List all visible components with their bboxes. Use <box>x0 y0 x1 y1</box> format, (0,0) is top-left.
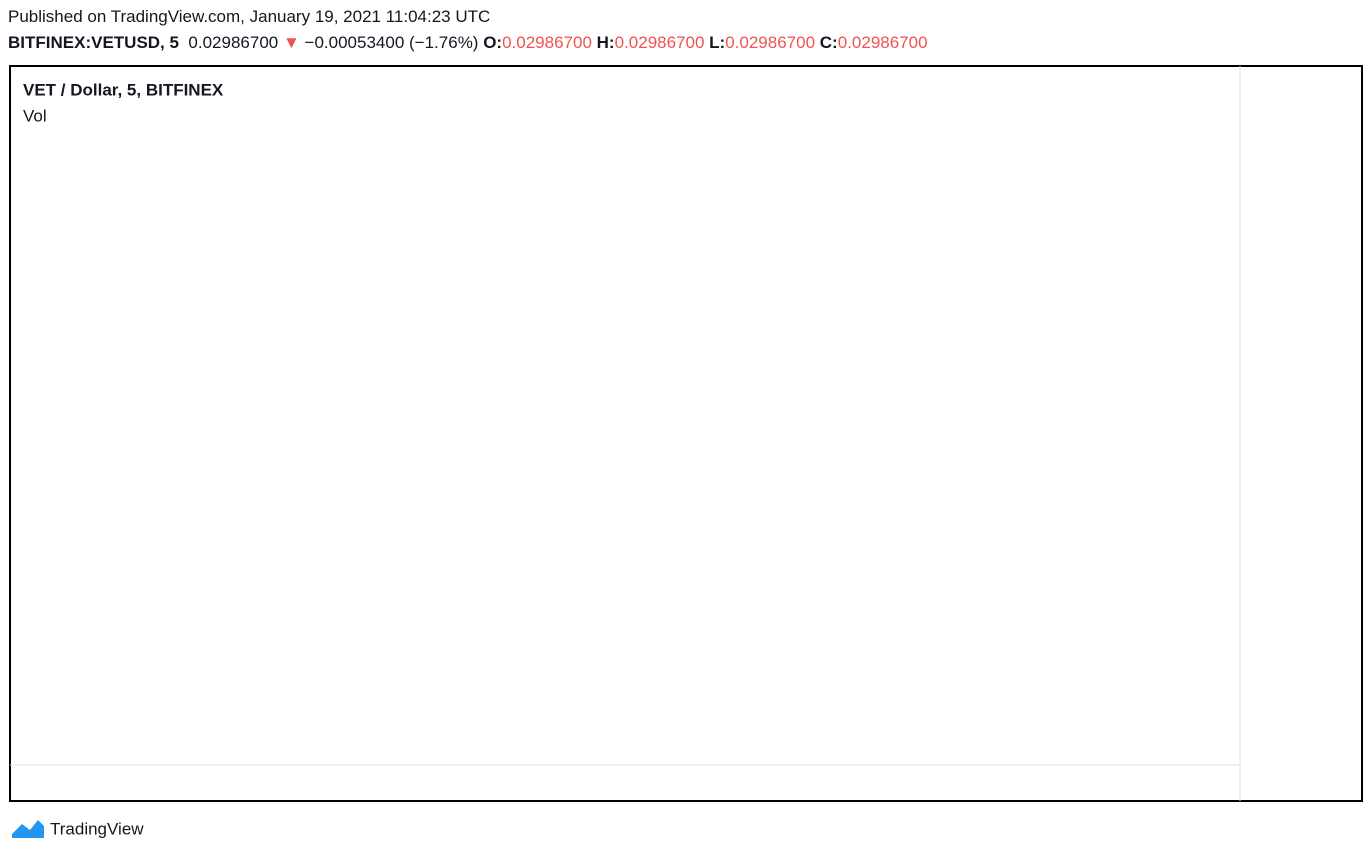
ohlc-value: 0.02986700 <box>837 33 928 52</box>
ohlc-key: L: <box>709 33 726 52</box>
ohlc-key: O: <box>483 33 503 52</box>
ohlc-key: H: <box>596 33 615 52</box>
last: 0.02986700 <box>188 33 279 52</box>
ohlc-value: 0.02986700 <box>502 33 592 52</box>
symbol: BITFINEX:VETUSD, 5 <box>8 33 179 52</box>
ohlc-key: C: <box>819 33 838 52</box>
change: −0.00053400 (−1.76%) <box>304 33 479 52</box>
published-line: Published on TradingView.com, January 19… <box>8 7 490 27</box>
frame <box>9 65 1363 802</box>
logo <box>12 820 44 838</box>
ohlc-value: 0.02986700 <box>725 33 816 52</box>
arrow: ▼ <box>282 33 300 52</box>
ohlc: O:0.02986700 H:0.02986700 L:0.02986700 C… <box>483 33 927 52</box>
ohlc-value: 0.02986700 <box>614 33 705 52</box>
chart-title: VET / Dollar, 5, BITFINEX <box>23 80 224 99</box>
volume-label: Vol <box>23 106 47 125</box>
brand: TradingView <box>50 819 144 838</box>
quote-line: BITFINEX:VETUSD, 5 0.02986700 ▼ −0.00053… <box>8 33 928 53</box>
published: Published on TradingView.com, January 19… <box>8 7 491 26</box>
